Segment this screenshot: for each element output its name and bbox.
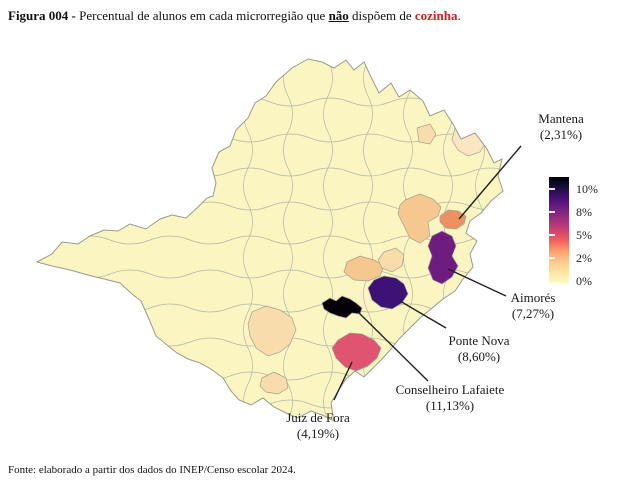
- annotation-juiz-de-fora-value: (4,19%): [296, 426, 340, 441]
- annotation-aimores-value: (7,27%): [511, 306, 555, 321]
- legend-tick-2: [549, 257, 555, 259]
- annotation-ponte-nova: Ponte Nova (8,60%): [448, 333, 509, 365]
- legend-label-5: 5%: [576, 228, 592, 242]
- annotation-mantena: Mantena (2,31%): [538, 111, 583, 143]
- state-outline: [35, 58, 504, 422]
- annotation-ponte-nova-name: Ponte Nova: [448, 333, 510, 348]
- caption-text-2: dispõem de: [348, 8, 415, 23]
- region-ponte-nova: [367, 275, 409, 310]
- figure-number: Figura 004 -: [8, 8, 76, 23]
- annotation-ponte-nova-value: (8,60%): [457, 349, 501, 364]
- caption-emphasis: não: [328, 8, 349, 23]
- legend-label-10: 10%: [576, 182, 598, 196]
- region-ne-tint: [416, 123, 437, 145]
- legend-label-2: 2%: [576, 251, 592, 265]
- region-mantena: [439, 209, 467, 230]
- region-ipatinga-tint: [377, 247, 405, 273]
- annotation-conselheiro-lafaiete: Conselheiro Lafaiete (11,13%): [396, 382, 505, 414]
- figure-caption: Figura 004 - Percentual de alunos em cad…: [8, 7, 640, 24]
- leader-line-ponte-nova: [399, 300, 447, 329]
- annotation-juiz-de-fora-name: Juiz de Fora: [286, 410, 350, 425]
- region-sw-tint: [259, 371, 289, 395]
- caption-period: .: [457, 8, 461, 23]
- leader-line-mantena: [458, 145, 522, 220]
- annotation-juiz-de-fora: Juiz de Fora (4,19%): [286, 410, 350, 442]
- legend-tick-5: [549, 234, 555, 236]
- caption-text-1: Percentual de alunos em cada microrregiã…: [75, 8, 329, 23]
- annotation-conselheiro-lafaiete-value: (11,13%): [425, 398, 475, 413]
- leader-lines: [333, 145, 522, 401]
- annotation-mantena-value: (2,31%): [539, 127, 583, 142]
- region-governador-valadares-tint: [397, 193, 442, 244]
- annotation-mantena-name: Mantena: [538, 111, 584, 126]
- highlighted-regions: [247, 121, 487, 395]
- legend-label-8: 8%: [576, 205, 592, 219]
- legend-colorbar: [549, 177, 569, 283]
- annotation-conselheiro-lafaiete-name: Conselheiro Lafaiete: [395, 382, 505, 397]
- legend-tick-10: [549, 188, 555, 190]
- region-conselheiro-lafaiete: [321, 295, 363, 319]
- region-oliveira-tint: [247, 305, 297, 357]
- leader-line-juiz-de-fora: [333, 361, 353, 401]
- legend-label-0: 0%: [576, 274, 592, 288]
- caption-highlight: cozinha: [414, 8, 458, 23]
- leader-line-aimores: [447, 268, 507, 297]
- leader-line-conselheiro-lafaiete: [357, 311, 429, 382]
- legend-tick-8: [549, 211, 555, 213]
- annotation-aimores: Aimorés (7,27%): [511, 290, 556, 322]
- region-itabira-tint: [343, 255, 385, 282]
- source-note: Fonte: elaborado a partir dos dados do I…: [8, 464, 296, 476]
- annotation-aimores-name: Aimorés: [510, 290, 556, 305]
- region-juiz-de-fora: [331, 332, 382, 372]
